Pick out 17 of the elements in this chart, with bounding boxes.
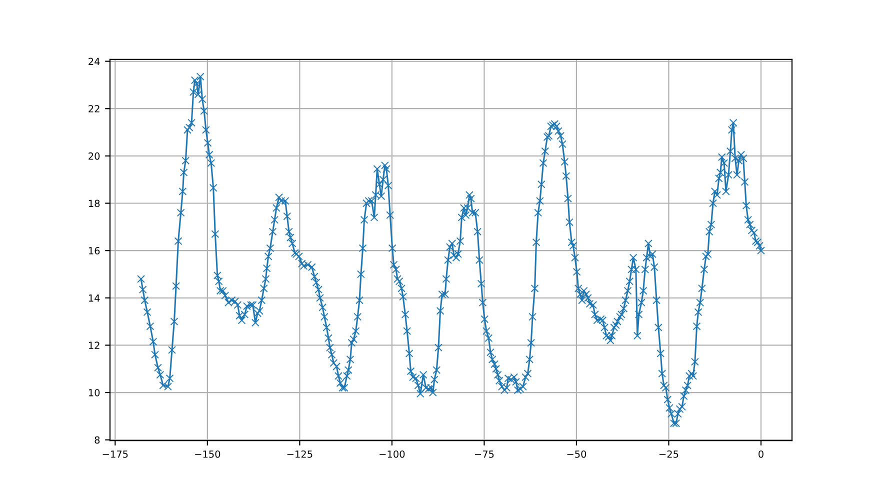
x-tick-label: −100 <box>380 450 405 458</box>
x-tick-label: −50 <box>567 450 586 458</box>
y-tick-label: 14 <box>88 294 100 302</box>
y-tick-label: 10 <box>88 389 100 396</box>
y-tick-label: 24 <box>88 58 100 65</box>
x-tick-label: −175 <box>102 450 128 458</box>
y-tick-label: 16 <box>88 247 100 254</box>
x-tick-label: −75 <box>474 450 494 458</box>
y-tick-label: 18 <box>88 200 100 208</box>
y-tick-label: 8 <box>94 436 100 444</box>
y-tick-label: 22 <box>88 105 100 112</box>
y-tick-label: 20 <box>88 152 100 160</box>
x-tick-label: 0 <box>758 450 764 458</box>
x-tick-label: −125 <box>287 450 312 458</box>
x-tick-label: −25 <box>660 450 678 458</box>
y-tick-label: 12 <box>88 342 100 349</box>
x-tick-label: −150 <box>195 450 220 458</box>
